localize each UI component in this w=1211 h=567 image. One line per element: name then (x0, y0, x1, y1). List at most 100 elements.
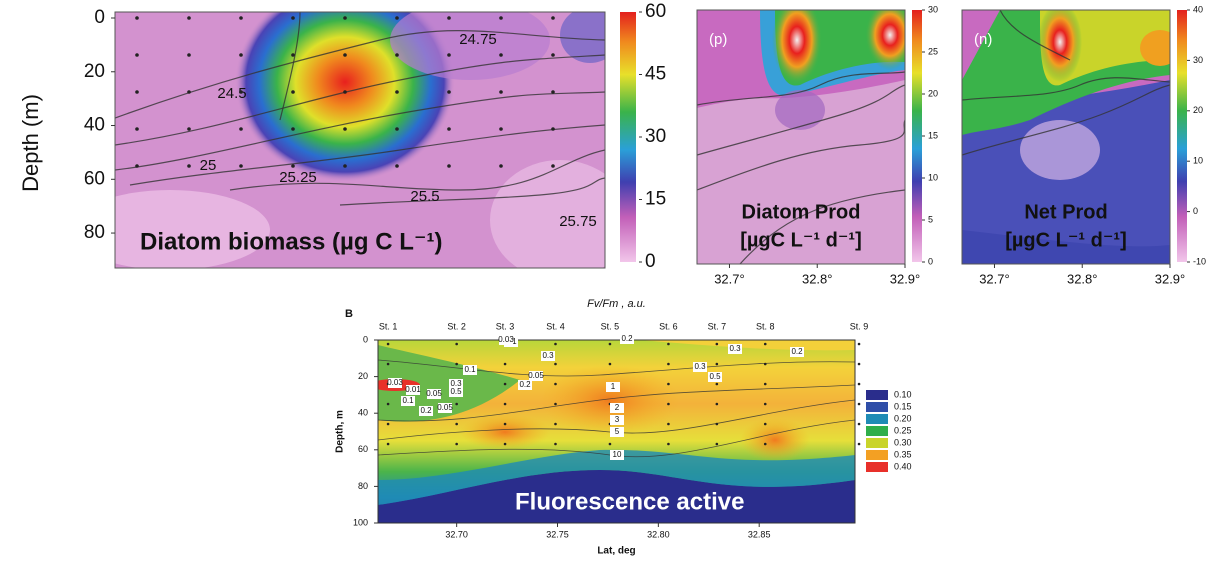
x-tick-label: 32.70 (445, 529, 468, 539)
x-tick-label: 32.9° (890, 271, 921, 286)
contour-label: 0.3 (450, 379, 462, 388)
contour-label-bg (449, 379, 463, 389)
sample-dot (343, 90, 347, 94)
sample-dot (763, 422, 767, 426)
contour-label-bg (401, 396, 415, 406)
sample-dot (239, 16, 243, 20)
colorbar-tick-label: 40 (1193, 4, 1203, 14)
colorbar-tick-label: 30 (1193, 55, 1203, 65)
sample-dot (503, 442, 507, 446)
sample-dot (187, 53, 191, 57)
sample-dot (291, 90, 295, 94)
y-tick-label: 60 (84, 168, 105, 189)
sample-dot (447, 16, 451, 20)
y-tick-label: 40 (358, 408, 368, 418)
sample-dot (291, 164, 295, 168)
annotation: Net Prod (1024, 201, 1107, 223)
station-label: St. 9 (850, 321, 869, 331)
x-axis-label: Lat, deg (597, 546, 635, 557)
field (697, 10, 905, 264)
annotation: Diatom Prod (742, 201, 861, 223)
sample-dot (763, 382, 767, 386)
sample-dot (343, 164, 347, 168)
colorbar-tick-label: 30 (645, 126, 666, 147)
y-tick-label: 40 (84, 115, 105, 136)
sample-dot (715, 362, 719, 366)
contour-label-bg (541, 351, 555, 361)
sample-dot (857, 442, 861, 446)
contour-label-bg (499, 335, 513, 345)
sample-dot (343, 16, 347, 20)
sample-dot (667, 422, 670, 426)
contour-label: 0.01 (405, 385, 421, 394)
sample-dot (187, 164, 191, 168)
sample-dot (608, 442, 612, 446)
sample-dot (715, 402, 719, 406)
sample-dot (554, 342, 557, 346)
contour-label-bg (728, 344, 742, 354)
sample-dot (499, 127, 503, 131)
y-tick-label: 20 (84, 61, 105, 82)
sample-dot (551, 53, 555, 57)
contour-label: 0.2 (791, 347, 803, 356)
sample-dot (667, 382, 670, 386)
legend-swatch (866, 414, 888, 424)
sample-dot (715, 422, 719, 426)
sample-dot (386, 362, 390, 366)
sample-dot (551, 16, 555, 20)
contour-label: 0.1 (402, 396, 414, 405)
colorbar-tick-label: 0 (645, 251, 656, 272)
contour-label-bg (427, 389, 441, 399)
sample-dot (455, 402, 458, 406)
contour-label-bg (620, 334, 634, 344)
sample-dot (291, 53, 295, 57)
sample-dot (715, 382, 719, 386)
sample-dot (447, 127, 451, 131)
contour-label-bg (610, 427, 624, 437)
plot-frame (961, 9, 1171, 265)
contour-label: 0.2 (621, 334, 633, 343)
contour-label: 24.75 (459, 31, 497, 48)
panel-label: (p) (709, 31, 727, 48)
y-tick-label: 100 (353, 517, 368, 527)
y-tick-label: 20 (358, 371, 368, 381)
sample-dot (386, 422, 390, 426)
contour-label: 25.25 (279, 169, 317, 186)
contour-label: 25.5 (410, 188, 439, 205)
sample-dot (763, 342, 767, 346)
panel-label: B (345, 308, 353, 320)
colorbar-tick-label: 15 (928, 130, 938, 140)
sample-dot (554, 362, 557, 366)
sample-dot (455, 422, 458, 426)
contour-label-bg (606, 382, 620, 392)
contour-label-bg (610, 415, 624, 425)
sample-dot (395, 90, 399, 94)
colorbar-tick-label: 0 (928, 256, 933, 266)
contour-label-bg (388, 378, 402, 388)
colorbar-tick-label: 20 (928, 88, 938, 98)
sample-dot (667, 442, 670, 446)
contour-label: 0.3 (542, 351, 554, 360)
y-tick-label: 80 (84, 222, 105, 243)
sample-dot (608, 362, 612, 366)
sample-dot (343, 53, 347, 57)
x-tick-label: 32.8° (1067, 271, 1098, 286)
sample-dot (395, 127, 399, 131)
colorbar (912, 10, 922, 262)
sample-dot (503, 402, 507, 406)
contour-label-bg (406, 385, 420, 395)
contour-label: 24.5 (217, 85, 246, 102)
station-label: St. 7 (708, 321, 727, 331)
sample-dot (857, 402, 861, 406)
contour-label-bg (449, 387, 463, 397)
sample-dot (395, 164, 399, 168)
sample-dot (554, 422, 557, 426)
field (115, 12, 605, 268)
contour-label: 0.3 (729, 344, 741, 353)
sample-dot (503, 362, 507, 366)
sample-dot (499, 53, 503, 57)
contour-label-bg (529, 371, 543, 381)
contour-label-bg (693, 362, 707, 372)
annotation: Diatom biomass (µg C L⁻¹) (140, 228, 443, 255)
